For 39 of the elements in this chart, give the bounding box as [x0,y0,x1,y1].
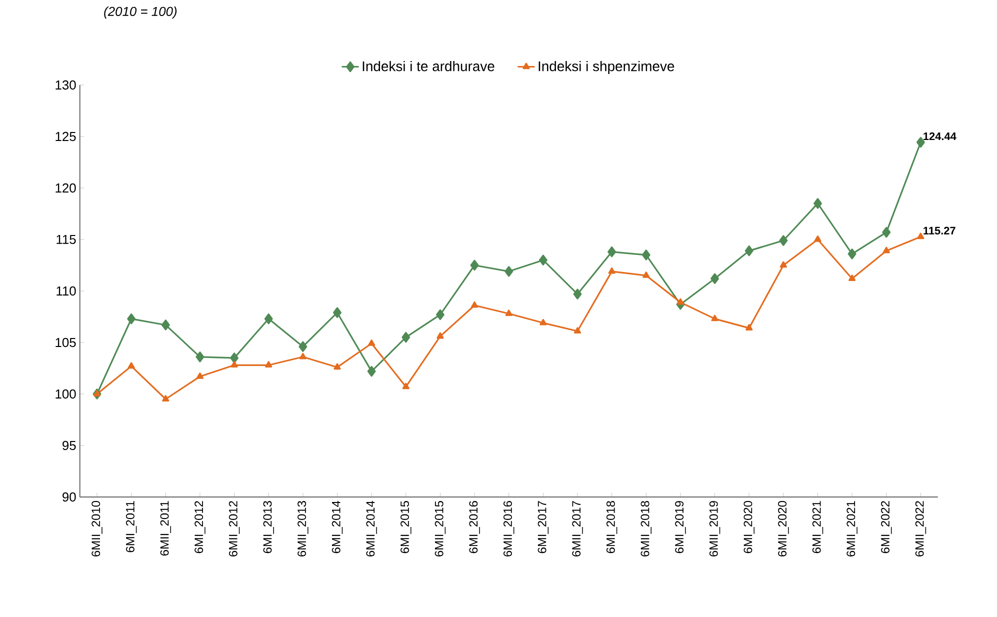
x-tick-label: 6MI_2018 [606,501,618,554]
x-tick-label: 6MII_2011 [160,501,172,556]
x-tick-label: 6MI_2017 [538,501,549,554]
x-tick-label: 6MII_2016 [503,501,514,556]
x-tick-label: 6MII_2010 [92,500,102,556]
data-label: 124.44 [924,132,956,140]
y-tick-label: 115 [56,234,76,244]
x-tick-label: 6MII_2020 [778,500,789,556]
x-tick-label: 6MI_2019 [675,501,686,554]
data-label: 115.27 [924,226,956,235]
x-tick-label: 6MII_2021 [846,501,858,556]
x-tick-label: 6MII_2012 [228,501,240,556]
x-tick-label: 6MI_2013 [263,501,274,554]
x-tick-label: 6MI_2016 [469,501,480,554]
y-tick-label: 100 [56,389,76,399]
x-tick-label: 6MI_2011 [126,501,137,552]
x-tick-label: 6MII_2022 [915,501,926,556]
chart-subtitle: (2010 = 100) [104,6,177,19]
x-tick-label: 6MI_2021 [812,501,824,554]
y-tick-label: 105 [56,338,76,348]
x-tick-label: 6MI_2015 [400,501,412,554]
y-tick-label: 95 [62,440,76,450]
y-tick-label: 130 [56,80,76,90]
legend-label: Indeksi i te ardhurave [362,60,494,72]
x-tick-label: 6MI_2012 [194,501,206,554]
x-tick-label: 6MII_2013 [298,501,308,556]
x-tick-label: 6MII_2015 [434,501,446,556]
x-tick-label: 6MI_2020 [744,500,754,554]
legend-label: Indeksi i shpenzimeve [538,60,674,74]
y-tick-label: 120 [56,183,76,193]
x-tick-label: 6MII_2014 [366,500,377,556]
x-tick-label: 6MII_2018 [640,501,652,556]
x-tick-label: 6MI_2022 [881,501,892,554]
x-tick-label: 6MII_2019 [709,501,720,556]
y-tick-label: 110 [56,286,76,296]
x-tick-label: 6MII_2017 [572,501,583,556]
y-tick-label: 90 [62,492,76,502]
y-tick-label: 125 [56,132,76,142]
x-tick-label: 6MI_2014 [332,500,343,554]
